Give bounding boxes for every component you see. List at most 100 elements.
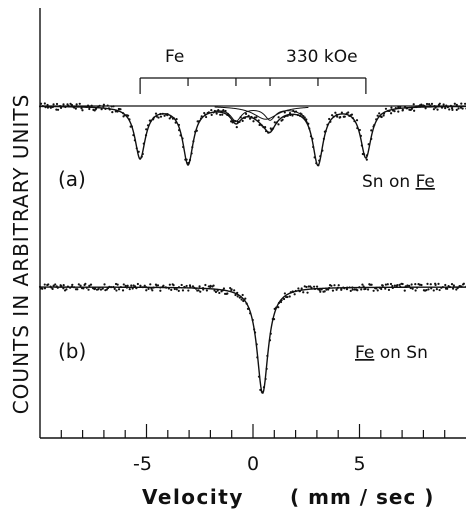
panel-a-data-point bbox=[88, 107, 91, 111]
panel-b-data-point bbox=[404, 285, 407, 288]
panel-b-data-point bbox=[241, 293, 244, 297]
panel-a-data-point bbox=[355, 119, 359, 122]
panel-b-data-point bbox=[229, 286, 232, 290]
panel-b-data-point bbox=[330, 284, 333, 287]
panel-b-data-point bbox=[133, 285, 137, 288]
panel-b-data-point bbox=[381, 284, 384, 287]
panel-b-data-point bbox=[85, 286, 88, 289]
panel-a-data-point bbox=[196, 120, 199, 123]
panel-b-data-point bbox=[260, 390, 263, 393]
panel-b-data-point bbox=[89, 283, 93, 286]
panel-b-data-point bbox=[289, 291, 292, 294]
panel-a-data-point bbox=[432, 108, 436, 111]
panel-b-data-point bbox=[406, 284, 409, 287]
panel-b-data-point bbox=[251, 318, 254, 322]
panel-b-data-point bbox=[183, 286, 187, 289]
panel-b-data-point bbox=[315, 285, 319, 288]
panel-a-fit-curve bbox=[40, 105, 466, 167]
panel-b-data-point bbox=[72, 286, 76, 289]
panel-a-data-point bbox=[389, 112, 393, 115]
panel-a-data-point bbox=[339, 115, 342, 119]
panel-b-data-point bbox=[291, 290, 295, 293]
panel-a-data-point bbox=[100, 108, 103, 111]
panel-b-data-point bbox=[351, 288, 354, 291]
panel-a-data-point bbox=[102, 103, 105, 106]
panel-a-data-point bbox=[222, 109, 225, 112]
panel-b-data-point bbox=[370, 283, 373, 286]
panel-b-data-point bbox=[98, 286, 101, 289]
panel-b-data-point bbox=[319, 290, 322, 293]
panel-b-data-point bbox=[253, 328, 256, 331]
panel-a-data-point bbox=[191, 146, 194, 149]
panel-a-data-point bbox=[145, 128, 148, 131]
panel-b-data-point bbox=[403, 289, 406, 292]
panel-a-data-point bbox=[264, 126, 267, 129]
panel-b-data-point bbox=[408, 284, 411, 287]
panel-a-data-point bbox=[273, 121, 276, 124]
x-tick-label: 5 bbox=[353, 453, 365, 475]
panel-b-data-point bbox=[69, 286, 72, 289]
panel-b-data-point bbox=[434, 283, 437, 287]
panel-b-data-point bbox=[380, 287, 383, 291]
panel-a-data-point bbox=[140, 155, 143, 158]
panel-a-data-point bbox=[353, 120, 356, 123]
panel-b-data-point bbox=[185, 284, 188, 288]
panel-a-data-point bbox=[111, 111, 114, 114]
panel-a-data-point bbox=[311, 137, 314, 140]
panel-b-data-point bbox=[180, 283, 183, 287]
panel-a-data-point bbox=[141, 152, 144, 156]
panel-a-data-point bbox=[133, 139, 136, 142]
panel-b-data-point bbox=[47, 283, 50, 286]
panel-b-data-point bbox=[43, 287, 47, 290]
panel-a-data-point bbox=[296, 113, 300, 117]
panel-a-data-point bbox=[244, 112, 248, 115]
panel-b-data-point bbox=[65, 288, 68, 291]
panel-b-data-point bbox=[131, 287, 134, 290]
panel-a-data-point bbox=[204, 113, 207, 116]
x-axis-label: Velocity bbox=[142, 485, 244, 509]
panel-a-data-point bbox=[350, 113, 354, 116]
panel-b-data-point bbox=[172, 283, 175, 287]
panel-b-data-point bbox=[233, 289, 236, 292]
panel-b-data-point bbox=[286, 295, 289, 299]
panel-a-data-point bbox=[80, 107, 83, 110]
panel-b-data-point bbox=[238, 296, 241, 299]
panel-b-data-point bbox=[51, 287, 54, 291]
panel-a-data-point bbox=[55, 108, 58, 111]
panel-a-data-point bbox=[289, 113, 292, 117]
panel-b-data-point bbox=[189, 285, 192, 288]
panel-b-data-point bbox=[97, 288, 100, 291]
panel-a-data-point bbox=[288, 112, 292, 115]
x-axis-unit: ( mm / sec ) bbox=[290, 485, 434, 509]
panel-b-data-point bbox=[70, 285, 74, 288]
panel-b-data-point bbox=[378, 286, 381, 289]
panel-b-data-point bbox=[387, 288, 391, 292]
panel-b-data-point bbox=[84, 282, 87, 285]
panel-b-data-point bbox=[253, 331, 257, 334]
panel-b-data-point bbox=[386, 283, 389, 286]
panel-a-data-point bbox=[146, 124, 150, 127]
panel-a-data-point bbox=[144, 134, 148, 137]
panel-a-data-point bbox=[319, 155, 322, 158]
panel-a-data-point bbox=[199, 117, 203, 120]
panel-b-data-point bbox=[150, 287, 153, 290]
panel-b-data-point bbox=[384, 283, 388, 286]
panel-a-data-point bbox=[440, 106, 444, 109]
panel-a-data-point bbox=[420, 103, 423, 106]
panel-b-data-point bbox=[372, 289, 375, 292]
panel-b-data-point bbox=[376, 289, 379, 292]
panel-a-sample-prefix: Sn on bbox=[362, 172, 416, 192]
panel-b-data-point bbox=[366, 288, 370, 291]
panel-b-data-point bbox=[298, 289, 302, 293]
panel-a-data-point bbox=[72, 106, 76, 109]
panel-b-data-point bbox=[112, 285, 115, 289]
panel-a-data-point bbox=[459, 106, 463, 109]
panel-b-data-point bbox=[222, 287, 226, 290]
panel-a-data-point bbox=[271, 127, 275, 130]
panel-b-data-point bbox=[410, 283, 413, 286]
panel-a-data-point bbox=[259, 123, 262, 126]
panel-b-data-point bbox=[167, 287, 170, 290]
panel-b-data-point bbox=[126, 284, 129, 287]
panel-a-data-point bbox=[315, 162, 318, 165]
panel-a-data-point bbox=[340, 111, 343, 114]
